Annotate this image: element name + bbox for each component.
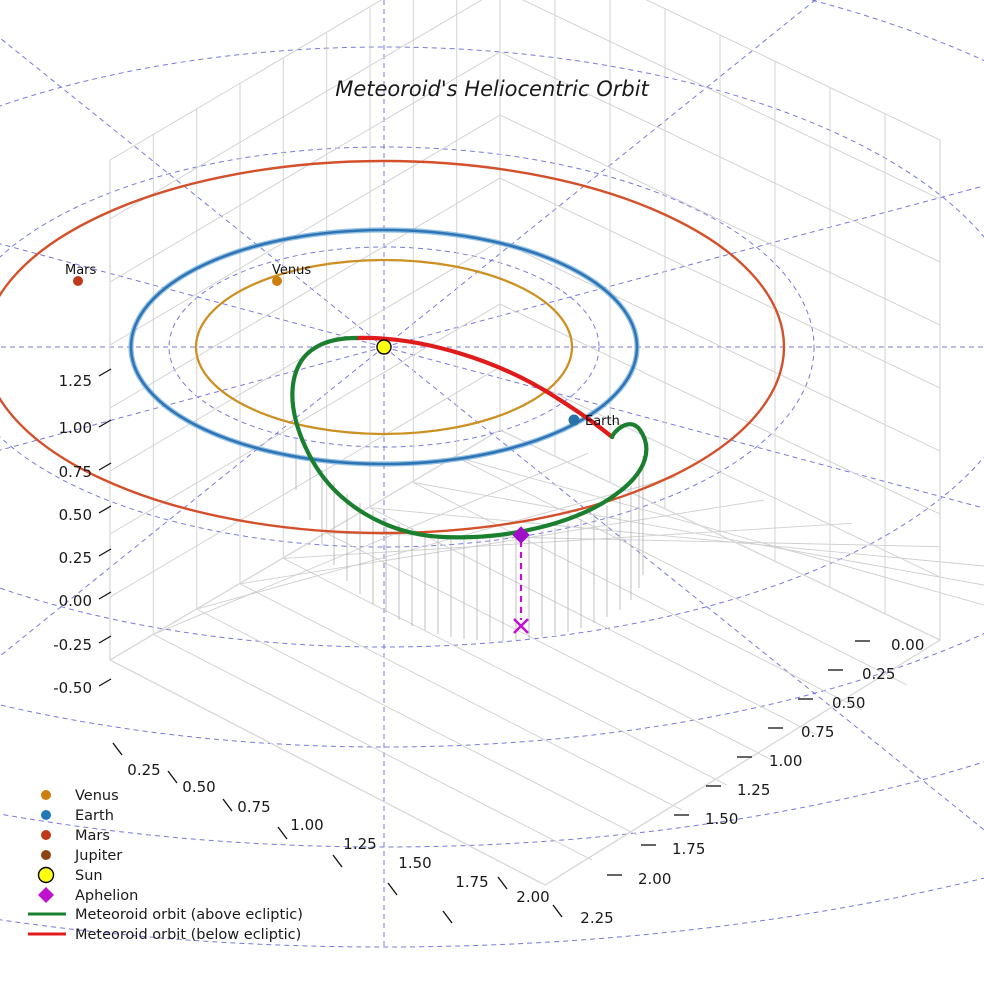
planet-orbits xyxy=(0,159,786,535)
ecliptic-spokes xyxy=(0,0,984,947)
label-mars: Mars xyxy=(65,263,97,278)
legend-marker-venus xyxy=(41,790,51,800)
ecliptic-ring-6 xyxy=(0,877,984,948)
inner-box-edges xyxy=(109,0,941,886)
x-tick-label: 0.25 xyxy=(127,761,160,779)
aphelion-diamond-marker xyxy=(512,526,530,544)
ecliptic-ring-4 xyxy=(0,0,984,748)
z-tick-label: 0.00 xyxy=(59,592,92,610)
back-left-wall-pane xyxy=(109,0,501,661)
y-tick-label: 1.50 xyxy=(705,810,738,828)
legend-item-jupiter[interactable]: Jupiter xyxy=(74,848,122,864)
label-earth: Earth xyxy=(585,414,620,429)
meteoroid-orbit-below-ecliptic xyxy=(353,335,615,440)
x-tick-label: 1.25 xyxy=(343,835,376,853)
x-tick-label: 2.00 xyxy=(516,888,549,906)
aphelion-ground-x-icon xyxy=(513,618,529,634)
legend-marker-earth xyxy=(41,810,51,820)
z-tick-label: -0.50 xyxy=(53,679,92,697)
y-tick-label: 1.25 xyxy=(737,781,770,799)
x-tick-label: 0.50 xyxy=(182,778,215,796)
orbit-mars xyxy=(0,159,786,535)
y-tick-label: 0.25 xyxy=(862,665,895,683)
marker-sun xyxy=(376,339,392,355)
floor-pane xyxy=(109,429,984,886)
legend-item-above-ecliptic[interactable]: Meteoroid orbit (above ecliptic) xyxy=(75,907,303,923)
body-markers: Mars Venus Earth xyxy=(65,263,620,429)
z-tick-label: 0.75 xyxy=(59,463,92,481)
z-tick-label: 1.25 xyxy=(59,372,92,390)
page-title: Meteoroid's Heliocentric Orbit xyxy=(335,77,649,101)
label-venus: Venus xyxy=(272,263,311,278)
y-axis: 0.00 0.25 0.50 0.75 1.00 1.25 1.50 1.75 … xyxy=(607,636,924,888)
legend-item-earth[interactable]: Earth xyxy=(75,808,114,824)
z-tick-label: -0.25 xyxy=(53,636,92,654)
orbit-earth xyxy=(129,228,639,466)
x-tick-label: 2.25 xyxy=(580,909,613,927)
x-tick-label: 0.75 xyxy=(237,798,270,816)
ecliptic-ring-5 xyxy=(0,761,984,848)
legend: Venus Earth Mars Jupiter Sun Aphelion Me… xyxy=(28,788,303,943)
ecliptic-polar-grid xyxy=(0,0,984,948)
marker-mars xyxy=(73,276,83,286)
x-axis: 0.25 0.50 0.75 1.00 1.25 1.50 1.75 2.00 … xyxy=(112,742,614,927)
y-tick-label: 0.00 xyxy=(891,636,924,654)
marker-venus xyxy=(272,276,282,286)
y-tick-label: 1.00 xyxy=(769,752,802,770)
marker-earth xyxy=(568,414,580,426)
y-tick-label: 1.75 xyxy=(672,840,705,858)
x-tick-label: 1.75 xyxy=(455,873,488,891)
meteoroid-orbit-above-ecliptic xyxy=(290,335,649,540)
z-tick-label: 0.25 xyxy=(59,549,92,567)
legend-marker-sun xyxy=(37,866,55,884)
legend-item-below-ecliptic[interactable]: Meteoroid orbit (below ecliptic) xyxy=(75,927,301,943)
legend-item-sun[interactable]: Sun xyxy=(75,868,103,884)
aphelion-annotation xyxy=(512,526,530,634)
z-tick-label: 1.00 xyxy=(59,419,92,437)
x-tick-label: 1.00 xyxy=(290,816,323,834)
legend-item-mars[interactable]: Mars xyxy=(75,828,110,844)
x-tick-label: 1.50 xyxy=(398,854,431,872)
z-axis: 1.25 1.00 0.75 0.50 0.25 0.00 -0.25 -0.5… xyxy=(53,368,112,697)
legend-item-aphelion[interactable]: Aphelion xyxy=(75,888,138,904)
z-tick-label: 0.50 xyxy=(59,506,92,524)
orbit-droplines xyxy=(295,437,644,641)
legend-item-venus[interactable]: Venus xyxy=(75,788,119,804)
y-tick-label: 2.00 xyxy=(638,870,671,888)
y-tick-label: 0.50 xyxy=(832,694,865,712)
legend-marker-mars xyxy=(41,830,51,840)
y-tick-label: 0.75 xyxy=(801,723,834,741)
legend-marker-jupiter xyxy=(41,850,51,860)
orbit-venus xyxy=(194,258,574,436)
legend-marker-aphelion xyxy=(38,887,54,903)
